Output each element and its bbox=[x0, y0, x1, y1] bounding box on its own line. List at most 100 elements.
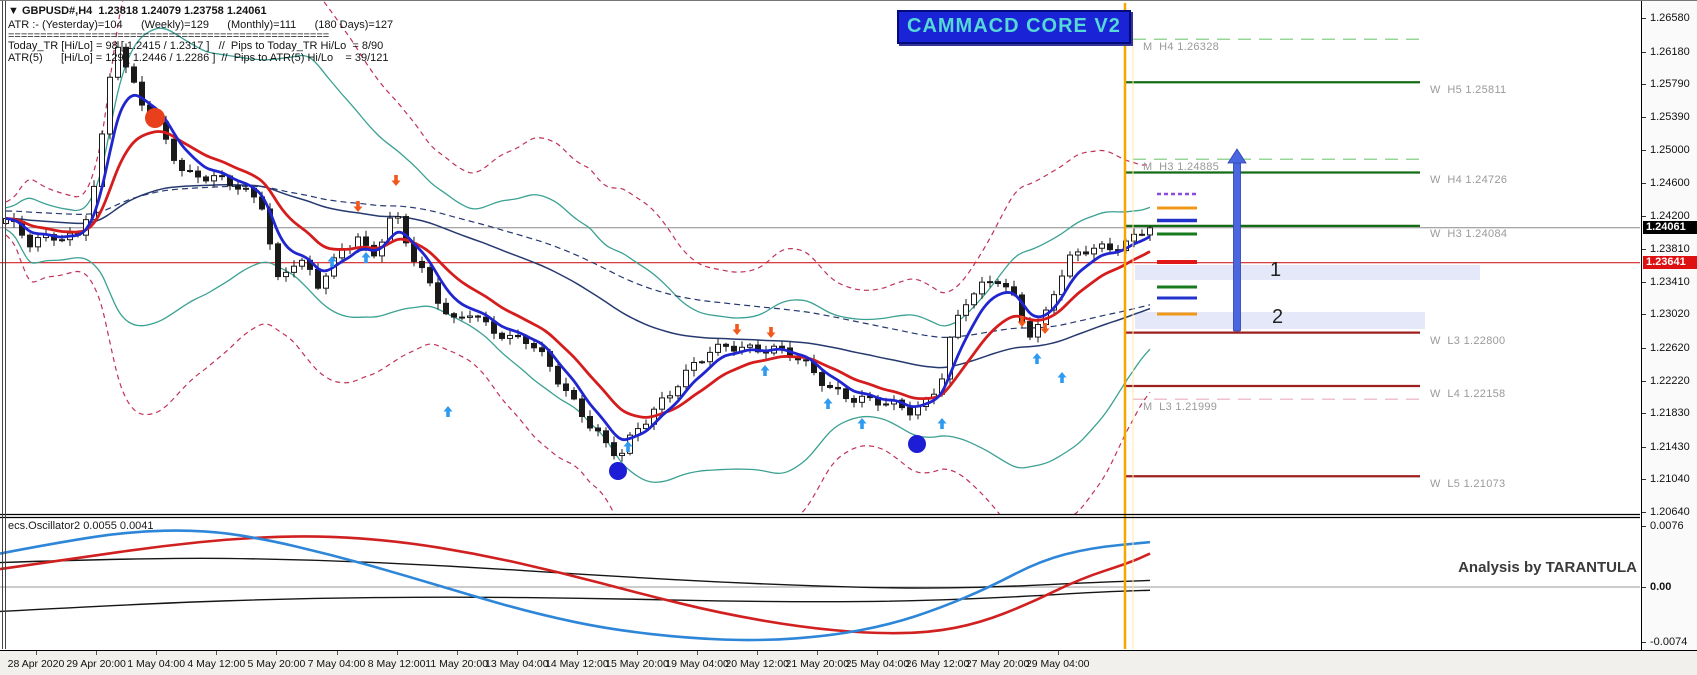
time-tick-mark bbox=[516, 651, 518, 655]
highlight-zone bbox=[1135, 312, 1425, 329]
candle-body bbox=[291, 265, 297, 273]
candle-body bbox=[707, 351, 713, 363]
candle-body bbox=[1003, 283, 1009, 288]
time-tick-label: 26 May 12:00 bbox=[905, 658, 970, 670]
down-arrow-icon bbox=[732, 324, 742, 335]
osc-tick-label: 0.00 bbox=[1650, 581, 1672, 593]
candle-body bbox=[443, 302, 449, 315]
up-arrow-icon bbox=[937, 418, 947, 429]
time-tick-mark bbox=[396, 651, 398, 655]
candle-body bbox=[483, 316, 489, 323]
osc-tick-mark bbox=[1642, 526, 1646, 527]
atr-summary-line: ATR :- (Yesterday)=104 (Weekly)=129 (Mon… bbox=[8, 19, 394, 31]
time-tick-label: 28 Apr 2020 bbox=[7, 658, 65, 670]
price-tick-mark bbox=[1642, 117, 1646, 119]
price-tick-label: 1.21430 bbox=[1650, 440, 1690, 453]
candle-body bbox=[803, 359, 809, 362]
price-tick-label: 1.22220 bbox=[1650, 374, 1690, 387]
slow-ma bbox=[5, 184, 1151, 369]
candle-body bbox=[587, 415, 593, 429]
time-tick-label: 1 May 04:00 bbox=[127, 658, 186, 670]
candle-body bbox=[987, 281, 993, 284]
candle-body bbox=[835, 386, 841, 390]
time-tick-label: 20 May 12:00 bbox=[725, 658, 790, 670]
candle-body bbox=[235, 185, 241, 190]
time-tick-label: 11 May 20:00 bbox=[425, 658, 489, 670]
up-arrow-icon bbox=[361, 252, 371, 263]
down-arrow-icon bbox=[391, 175, 401, 186]
candle-body bbox=[499, 332, 505, 339]
candle-body bbox=[299, 259, 305, 267]
candle-body bbox=[1107, 243, 1113, 251]
up-arrow-icon bbox=[857, 418, 867, 429]
outer-band-upper bbox=[5, 1, 1151, 294]
price-tick-label: 1.23410 bbox=[1650, 275, 1690, 288]
candle-body bbox=[851, 398, 857, 403]
price-chart-canvas[interactable] bbox=[0, 1, 1640, 649]
candle-body bbox=[59, 239, 65, 242]
down-arrow-icon bbox=[766, 327, 776, 338]
outer-band-lower bbox=[5, 234, 1151, 514]
price-tick-label: 1.21040 bbox=[1650, 473, 1690, 485]
fast-ma-blue bbox=[5, 93, 1151, 442]
time-tick-label: 19 May 04:00 bbox=[665, 658, 729, 670]
candle-body bbox=[595, 427, 601, 432]
candle-body bbox=[779, 345, 785, 349]
candle-body bbox=[115, 46, 121, 78]
price-axis[interactable]: 1.26580 1.26180 1.25790 1.25390 1.25000 1.246… bbox=[1641, 1, 1697, 650]
candle-body bbox=[275, 243, 281, 278]
trade-direction-arrow-head bbox=[1227, 148, 1247, 164]
time-tick-mark bbox=[276, 651, 278, 655]
candle-body bbox=[571, 389, 577, 400]
price-tick-label: 1.25000 bbox=[1650, 143, 1690, 156]
main-pane bbox=[0, 1, 1640, 514]
time-tick-label: 21 May 20:00 bbox=[785, 658, 850, 670]
pivot-label: W L3 1.22800 bbox=[1430, 334, 1506, 347]
up-arrow-icon bbox=[623, 441, 633, 452]
trade-direction-arrow-shaft bbox=[1233, 160, 1241, 332]
price-tick-label: 1.21830 bbox=[1650, 407, 1690, 420]
candle-body bbox=[1051, 294, 1057, 311]
candle-body bbox=[755, 344, 761, 353]
candle-body bbox=[947, 336, 953, 380]
zone-number-label: 1 bbox=[1270, 259, 1282, 281]
candle-body bbox=[363, 236, 369, 246]
price-tick-mark bbox=[1642, 479, 1646, 480]
candle-body bbox=[539, 347, 545, 353]
time-tick-mark bbox=[637, 651, 638, 655]
price-tick-mark bbox=[1642, 512, 1646, 514]
pivot-label: W H3 1.24084 bbox=[1430, 227, 1508, 240]
price-tick-mark bbox=[1642, 149, 1646, 151]
candle-body bbox=[1035, 324, 1041, 338]
price-tick-mark bbox=[1642, 248, 1646, 250]
candle-body bbox=[643, 423, 649, 430]
time-axis[interactable]: 28 Apr 2020 29 Apr 20:00 1 May 04:00 4 May … bbox=[0, 650, 1697, 675]
osc-tick-mark bbox=[1642, 642, 1646, 643]
time-tick-mark bbox=[1057, 651, 1059, 655]
candle-body bbox=[467, 315, 473, 318]
candle-body bbox=[819, 372, 825, 386]
pivot-label: W H4 1.24726 bbox=[1430, 174, 1508, 187]
price-tick-mark bbox=[1642, 18, 1646, 20]
time-tick-label: 14 May 12:00 bbox=[545, 658, 609, 670]
candle-body bbox=[611, 442, 617, 457]
price-tick-mark bbox=[1642, 413, 1646, 415]
price-tick-label: 1.24600 bbox=[1650, 176, 1690, 189]
signal-dot bbox=[145, 108, 165, 128]
candle-body bbox=[619, 452, 625, 457]
collapse-icon[interactable]: ▼ bbox=[8, 5, 19, 17]
candle-body bbox=[843, 388, 849, 400]
symbol-ohlc-line: ▼ GBPUSD#,H4 1.23818 1.24079 1.23758 1.2… bbox=[8, 5, 267, 17]
watermark-text: Analysis by TARANTULA bbox=[1458, 559, 1637, 576]
candle-body bbox=[435, 282, 441, 304]
pivot-label: W L4 1.22158 bbox=[1430, 388, 1506, 401]
candle-body bbox=[699, 361, 705, 364]
price-tick-mark bbox=[1642, 347, 1646, 349]
candle-body bbox=[419, 260, 425, 269]
separator-line: ========================================… bbox=[8, 30, 330, 42]
up-arrow-icon bbox=[327, 256, 337, 267]
pivot-label: M L3 1.21999 bbox=[1143, 401, 1218, 414]
candle-body bbox=[131, 66, 137, 83]
candle-body bbox=[979, 281, 985, 295]
candle-body bbox=[563, 383, 569, 391]
